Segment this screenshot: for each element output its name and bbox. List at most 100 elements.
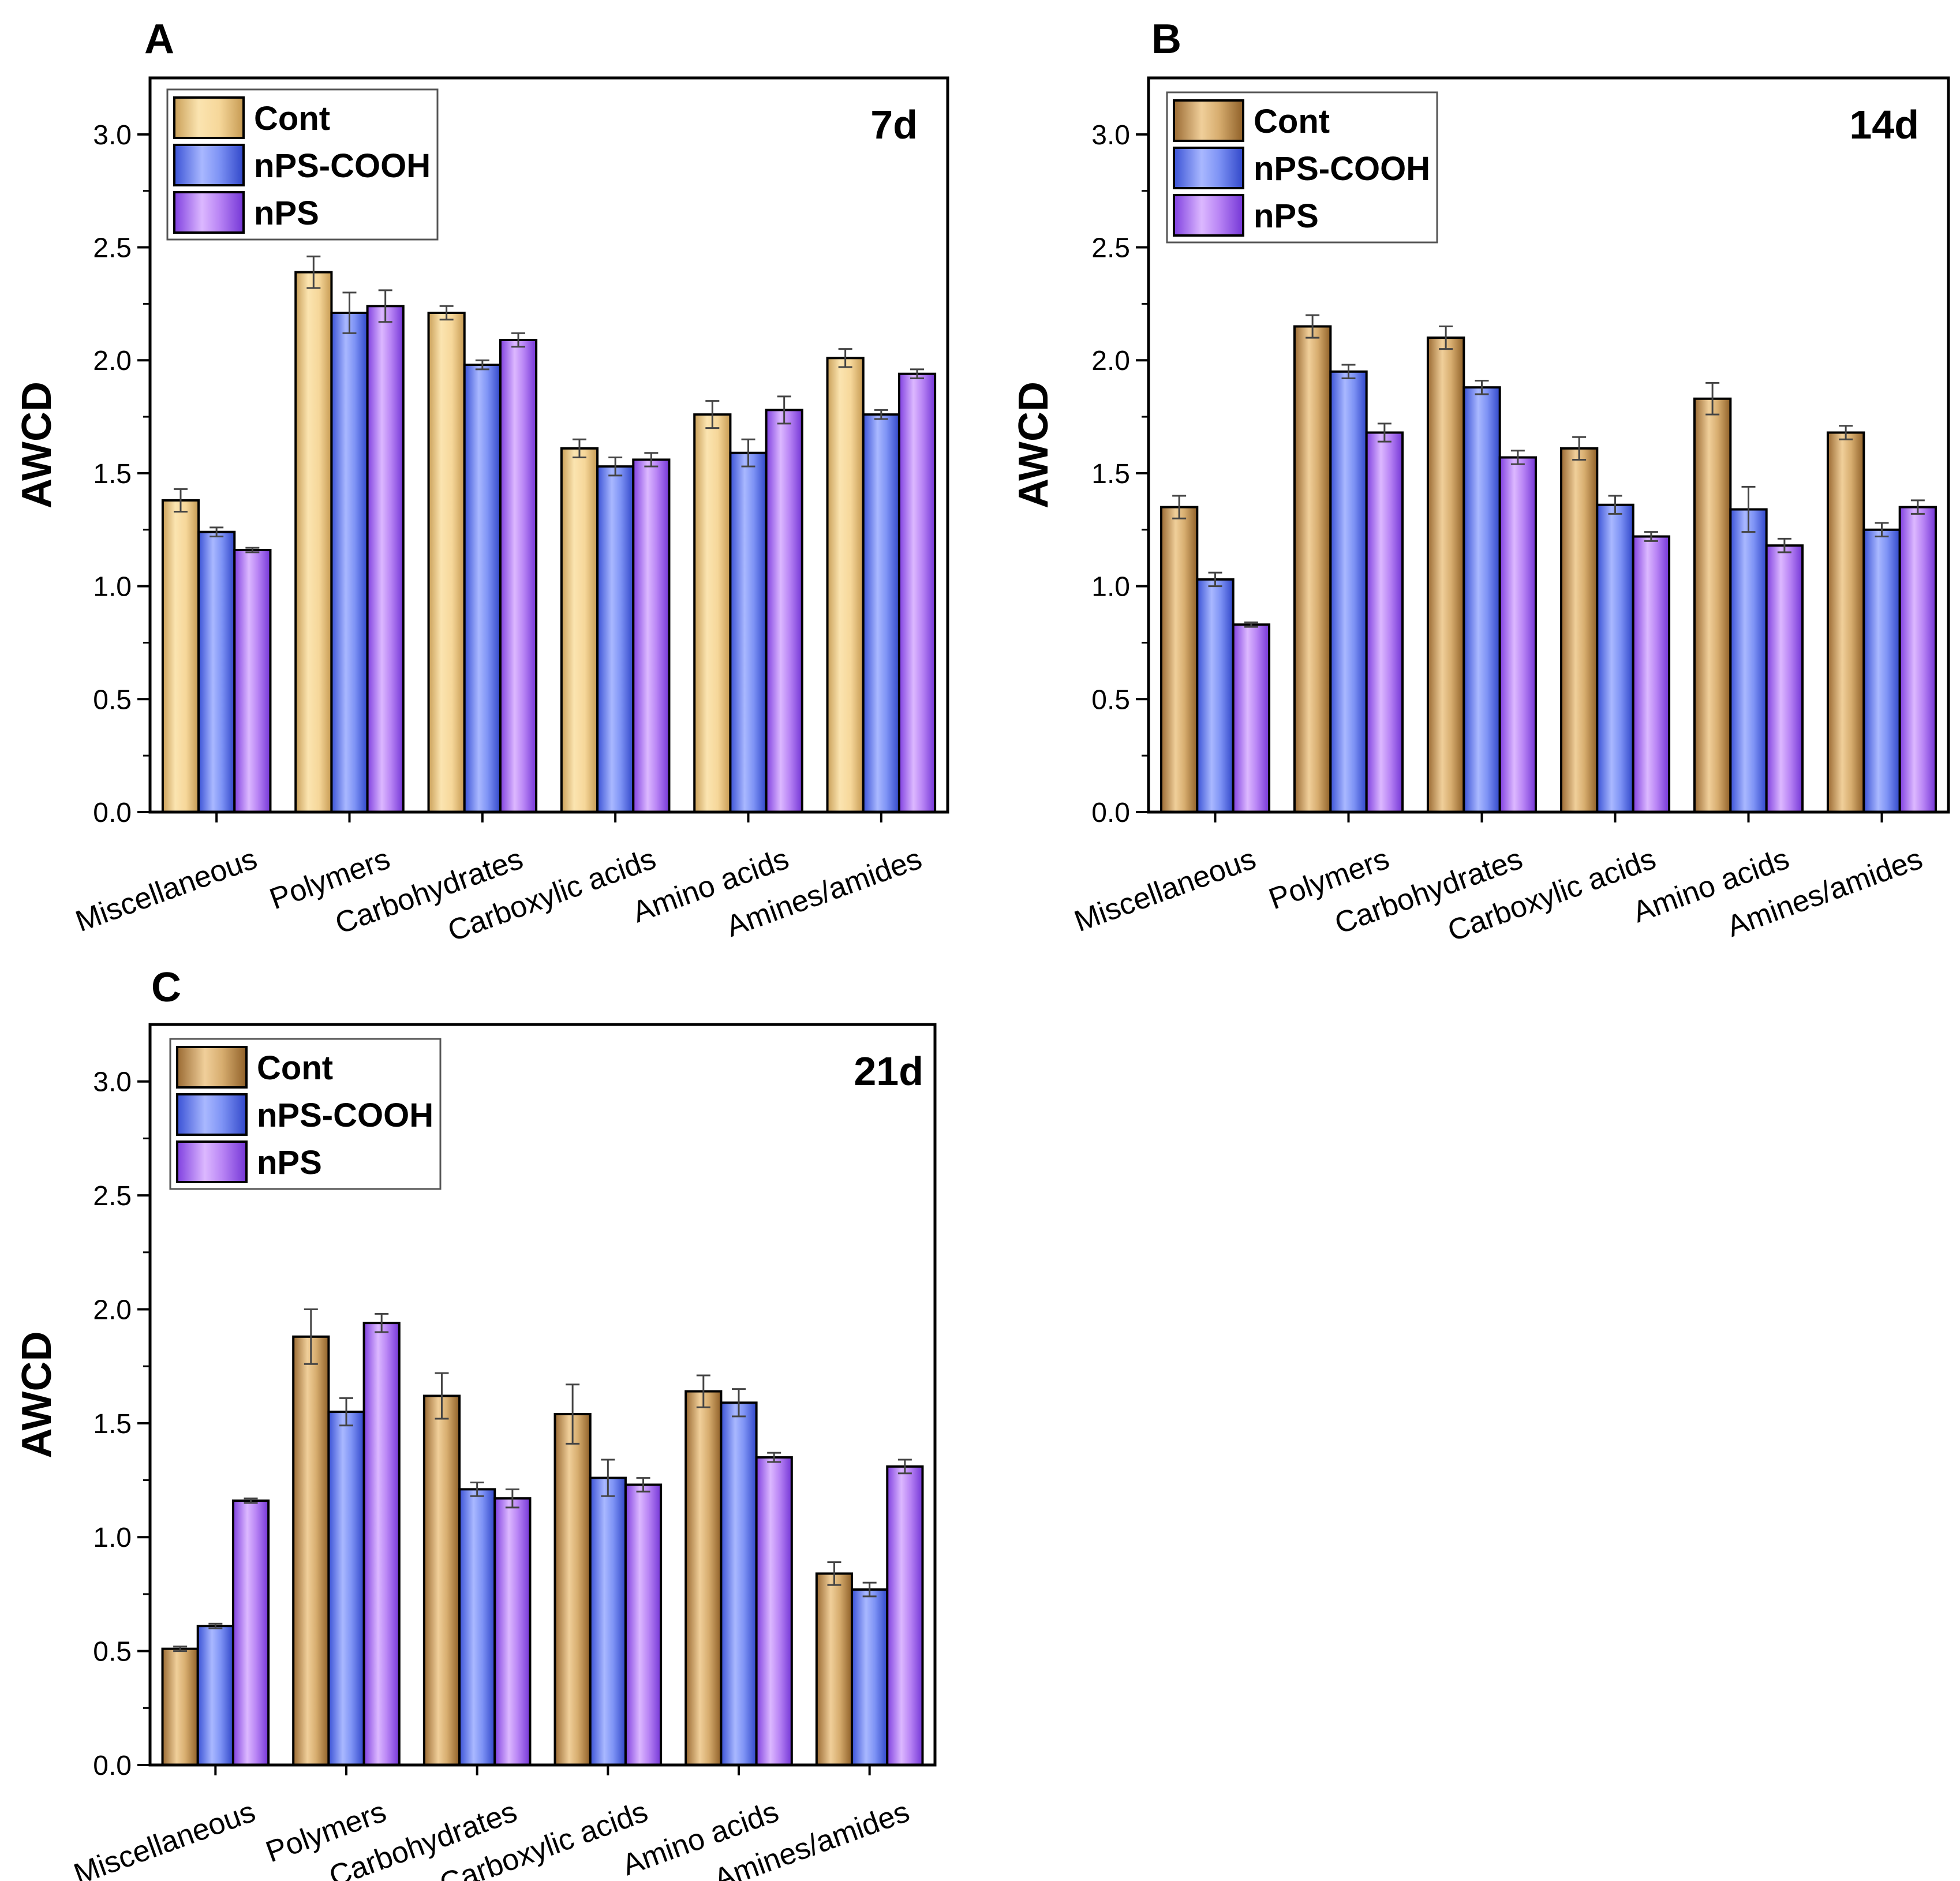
bar-a-npscooh-1: [330, 312, 369, 813]
panel-letter-b: B: [1151, 16, 1181, 62]
legend-label-a-cont: Cont: [254, 100, 330, 137]
y-tick-label-b-1: 0.5: [1091, 685, 1130, 715]
plot-frame-a: [148, 76, 949, 814]
bar-c-nps-4: [755, 1456, 793, 1766]
y-tick-label-a-4: 2.0: [93, 346, 132, 376]
bar-c-npscooh-5: [851, 1588, 889, 1766]
bar-b-npscooh-4: [1729, 508, 1768, 813]
error-bar-b-npscooh-5: [1875, 522, 1889, 538]
error-bar-c-cont-3: [566, 1383, 580, 1445]
bar-c-nps-0: [231, 1499, 270, 1766]
bar-a-nps-1: [366, 305, 405, 813]
day-label-a: 7d: [870, 102, 918, 147]
bar-a-nps-2: [499, 339, 538, 813]
legend-swatch-c-cont: [176, 1046, 248, 1089]
error-bar-c-nps-0: [244, 1497, 258, 1504]
y-tick-label-a-3: 1.5: [93, 459, 132, 489]
legend-label-c-cont: Cont: [257, 1049, 333, 1087]
bar-b-npscooh-5: [1862, 528, 1901, 813]
bar-a-nps-4: [765, 409, 803, 813]
bar-a-cont-1: [294, 271, 333, 813]
y-axis-title-a: AWCD: [14, 382, 60, 508]
error-bar-c-cont-5: [827, 1561, 841, 1586]
y-tick-label-a-2: 1.0: [93, 572, 132, 603]
error-bar-c-nps-5: [897, 1459, 912, 1475]
legend-label-b-npscooh: nPS-COOH: [1254, 150, 1430, 188]
bar-c-npscooh-3: [589, 1476, 627, 1767]
bar-a-npscooh-3: [596, 465, 635, 813]
error-bar-b-npscooh-1: [1341, 364, 1356, 380]
y-tick-label-b-2: 1.0: [1091, 572, 1130, 603]
y-axis-title-c: AWCD: [14, 1332, 60, 1459]
bar-c-cont-1: [292, 1335, 330, 1766]
error-bar-c-cont-2: [435, 1372, 449, 1420]
y-tick-label-b-6: 3.0: [1091, 120, 1130, 151]
error-bar-c-cont-4: [696, 1374, 710, 1408]
error-bar-a-nps-2: [511, 332, 526, 348]
error-bar-c-nps-3: [636, 1477, 650, 1493]
bar-b-nps-3: [1632, 535, 1671, 813]
error-bar-a-npscooh-5: [874, 409, 888, 420]
y-tick-label-c-1: 0.5: [93, 1637, 132, 1667]
error-bar-c-npscooh-5: [862, 1581, 877, 1598]
bar-b-nps-2: [1498, 456, 1538, 813]
legend-label-a-nps: nPS: [254, 195, 319, 232]
bar-c-nps-3: [624, 1483, 663, 1766]
y-tick-label-b-4: 2.0: [1091, 346, 1130, 376]
legend-swatch-b-npscooh: [1173, 147, 1244, 189]
error-bar-b-npscooh-4: [1741, 485, 1756, 533]
y-tick-label-c-0: 0.0: [93, 1751, 132, 1781]
x-tick-label-a-0: Miscellaneous: [72, 842, 261, 938]
day-label-b: 14d: [1849, 102, 1919, 147]
y-tick-label-c-4: 2.0: [93, 1295, 132, 1325]
legend-swatch-c-nps: [176, 1140, 248, 1183]
error-bar-b-cont-3: [1572, 436, 1587, 461]
error-bar-a-cont-5: [838, 348, 852, 368]
y-tick-label-a-6: 3.0: [93, 120, 132, 151]
error-bar-a-npscooh-4: [741, 438, 755, 468]
bar-c-npscooh-0: [196, 1625, 234, 1766]
y-tick-label-c-2: 1.0: [93, 1523, 132, 1553]
y-tick-label-c-3: 1.5: [93, 1409, 132, 1439]
error-bar-b-npscooh-3: [1608, 495, 1622, 515]
bar-b-nps-0: [1232, 623, 1271, 813]
error-bar-a-npscooh-2: [475, 359, 489, 371]
x-tick-label-b-0: Miscellaneous: [1070, 842, 1260, 938]
error-bar-a-npscooh-1: [342, 291, 357, 334]
error-bar-c-npscooh-4: [732, 1388, 746, 1418]
error-bar-c-npscooh-0: [208, 1622, 223, 1629]
bar-b-npscooh-0: [1196, 578, 1235, 813]
y-tick-label-b-3: 1.5: [1091, 459, 1130, 489]
bar-c-nps-2: [493, 1497, 532, 1767]
error-bar-a-nps-3: [644, 452, 659, 468]
x-tick-label-c-0: Miscellaneous: [70, 1795, 260, 1881]
bar-b-cont-3: [1559, 447, 1599, 813]
legend-label-b-cont: Cont: [1254, 103, 1330, 140]
bar-c-cont-5: [815, 1572, 854, 1766]
bar-a-nps-0: [233, 548, 272, 813]
error-bar-b-nps-1: [1377, 422, 1392, 443]
error-bar-b-cont-2: [1439, 326, 1453, 350]
bar-c-cont-3: [553, 1413, 592, 1767]
legend-swatch-a-npscooh: [173, 144, 245, 186]
y-tick-label-a-0: 0.0: [93, 798, 132, 828]
bar-c-cont-0: [161, 1647, 199, 1767]
y-tick-label-a-1: 0.5: [93, 685, 132, 715]
panel-letter-a: A: [144, 16, 174, 62]
error-bar-b-npscooh-2: [1475, 379, 1489, 395]
bar-b-cont-5: [1826, 431, 1865, 813]
error-bar-c-npscooh-3: [601, 1459, 615, 1497]
bar-c-cont-2: [422, 1394, 461, 1767]
error-bar-c-nps-1: [375, 1312, 389, 1333]
bar-b-cont-1: [1293, 325, 1332, 813]
error-bar-a-cont-0: [173, 488, 188, 513]
bar-a-cont-2: [427, 312, 466, 813]
error-bar-b-cont-0: [1172, 495, 1187, 519]
y-tick-label-b-5: 2.5: [1091, 233, 1130, 264]
bar-b-npscooh-2: [1462, 386, 1501, 813]
error-bar-a-nps-4: [777, 395, 791, 425]
legend-swatch-b-nps: [1173, 194, 1244, 237]
bar-a-npscooh-2: [463, 364, 502, 813]
